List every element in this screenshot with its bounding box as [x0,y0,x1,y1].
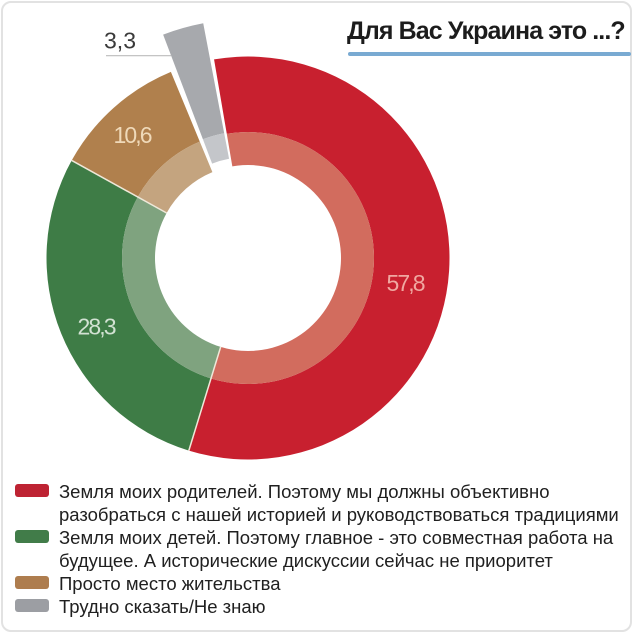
svg-text:28,3: 28,3 [78,314,117,340]
svg-text:10,6: 10,6 [114,122,153,148]
svg-text:57,8: 57,8 [387,270,426,296]
svg-text:3,3: 3,3 [104,28,136,54]
